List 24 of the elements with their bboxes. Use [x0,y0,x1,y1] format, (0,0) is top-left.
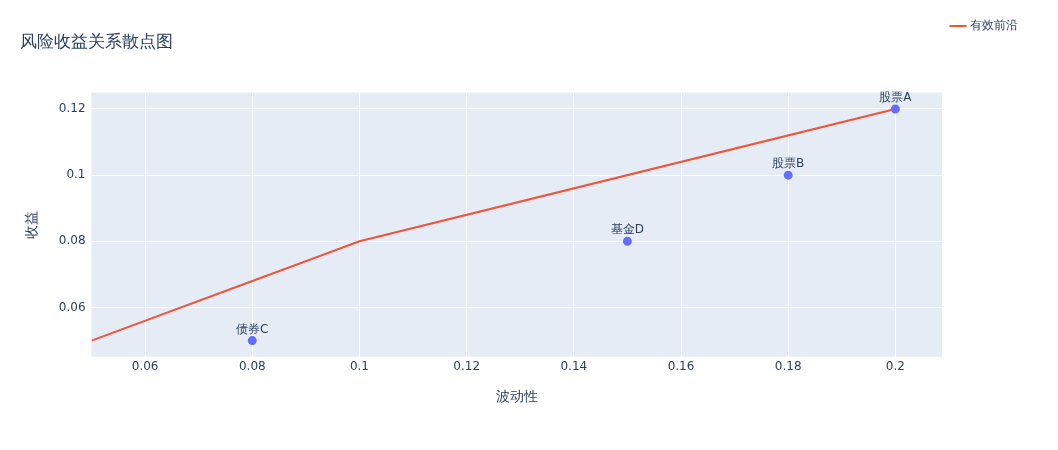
y-tick-label: 0.12 [58,101,86,116]
x-tick-label: 0.18 [774,359,802,374]
x-tick-label: 0.12 [453,359,481,374]
chart-title: 风险收益关系散点图 [20,30,173,51]
x-tick-label: 0.08 [238,359,266,374]
point [890,104,900,114]
x-tick-label: 0.2 [885,359,905,374]
annotation: 基金D [610,222,645,237]
y-axis-title: 收益 [23,210,40,239]
y-tick-label: 0.06 [58,299,86,314]
point [783,170,793,180]
y-tick-label: 0.08 [58,233,86,248]
annotation: 股票A [879,90,913,105]
x-tick-label: 0.06 [131,359,159,374]
x-tick-label: 0.1 [349,359,370,374]
y-tick-label: 0.1 [66,167,86,182]
legend-label: 有效前沿 [970,18,1018,33]
x-tick-label: 0.16 [667,359,695,374]
point [622,236,632,246]
x-tick-label: 0.14 [560,359,588,374]
point [247,336,257,346]
annotation: 债券C [236,321,269,336]
annotation: 股票B [772,156,805,171]
x-axis-title: 波动性 [495,388,538,405]
